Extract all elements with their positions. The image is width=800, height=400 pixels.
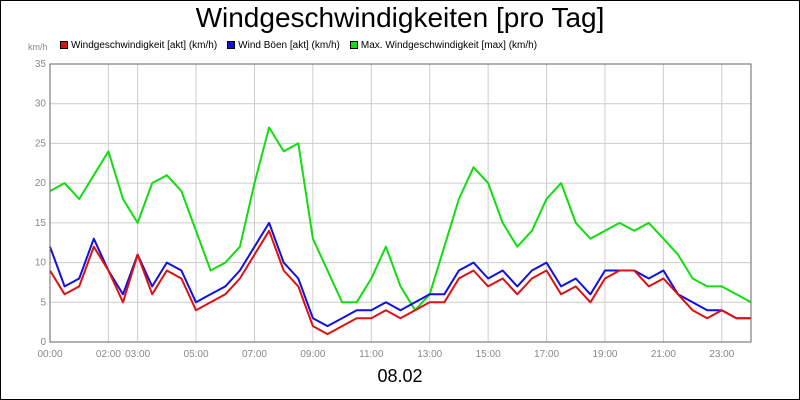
y-tick-label: 25 xyxy=(35,138,47,149)
y-tick-label: 5 xyxy=(40,297,46,308)
x-tick-label: 23:00 xyxy=(709,349,734,360)
y-tick-label: 10 xyxy=(35,258,47,269)
y-tick-label: 20 xyxy=(35,178,47,189)
series-line-max-speed xyxy=(49,126,752,312)
plot-border xyxy=(49,63,752,343)
legend-label-gusts: Wind Böen [akt] (km/h) xyxy=(238,39,340,51)
x-tick-label: 02:00 xyxy=(96,349,121,360)
y-tick-label: 0 xyxy=(40,337,46,348)
legend-label-wind-speed: Windgeschwindigkeit [akt] (km/h) xyxy=(71,39,218,51)
legend: Windgeschwindigkeit [akt] (km/h) Wind Bö… xyxy=(60,38,537,52)
y-tick-label: 30 xyxy=(35,99,47,110)
x-tick-label: 07:00 xyxy=(242,349,267,360)
legend-item-max-speed: Max. Windgeschwindigkeit [max] (km/h) xyxy=(349,38,538,52)
x-tick-label: 17:00 xyxy=(534,349,559,360)
x-tick-label: 15:00 xyxy=(476,349,501,360)
legend-swatch-gusts xyxy=(227,41,236,49)
legend-item-wind-speed: Windgeschwindigkeit [akt] (km/h) xyxy=(60,38,217,52)
legend-swatch-max-speed xyxy=(349,41,358,49)
plot-background xyxy=(50,64,751,342)
x-tick-label: 05:00 xyxy=(184,349,209,360)
x-tick-label: 11:00 xyxy=(359,349,384,360)
x-tick-label: 09:00 xyxy=(300,349,325,360)
date-label: 08.02 xyxy=(377,366,423,386)
legend-item-gusts: Wind Böen [akt] (km/h) xyxy=(227,38,340,52)
y-axis-unit: km/h xyxy=(28,42,48,52)
y-tick-label: 15 xyxy=(35,218,47,229)
x-tick-label: 13:00 xyxy=(417,349,442,360)
series-line-wind-speed xyxy=(49,229,751,336)
y-tick-label: 35 xyxy=(35,59,47,70)
legend-swatch-wind-speed xyxy=(60,41,68,49)
x-tick-label: 19:00 xyxy=(592,349,617,360)
chart-title: Windgeschwindigkeiten [pro Tag] xyxy=(195,2,605,33)
legend-label-max-speed: Max. Windgeschwindigkeit [max] (km/h) xyxy=(360,39,538,51)
x-tick-label: 00:00 xyxy=(37,349,62,360)
x-tick-label: 03:00 xyxy=(125,349,150,360)
x-tick-label: 21:00 xyxy=(651,349,676,360)
